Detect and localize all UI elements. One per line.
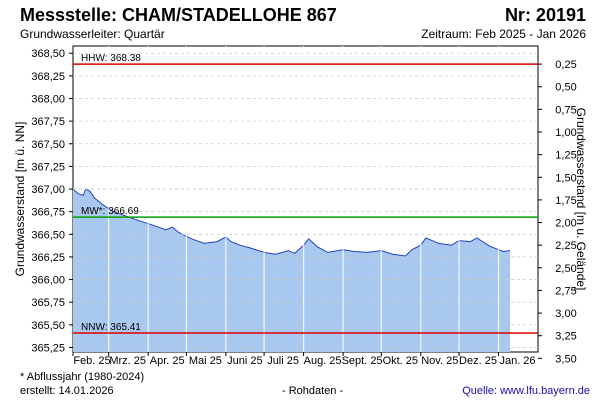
right-tick-label: 3,50 xyxy=(555,353,576,365)
right-tick-label: 3,00 xyxy=(555,308,576,320)
left-tick-label: 368,25 xyxy=(31,71,65,83)
left-tick-label: 366,00 xyxy=(31,275,65,287)
right-tick-label: 0,25 xyxy=(555,59,576,71)
water-level-line xyxy=(72,188,511,257)
month-label: Juni 25 xyxy=(227,355,262,367)
month-label: Nov. 25 xyxy=(421,355,458,367)
footnote-abflussjahr: * Abflussjahr (1980-2024) xyxy=(20,371,145,383)
right-tick-label: 2,50 xyxy=(555,263,576,275)
right-tick-label: 0,50 xyxy=(555,82,576,94)
left-tick-label: 366,25 xyxy=(31,252,65,264)
period-label: Zeitraum: Feb 2025 - Jan 2026 xyxy=(421,27,586,41)
y-axis-label-right: Grundwasserstand [m u. Gelände] xyxy=(574,108,588,291)
month-label: Juli 25 xyxy=(267,355,299,367)
source-link[interactable]: Quelle: www.lfu.bayern.de xyxy=(462,385,590,397)
created-date: erstellt: 14.01.2026 xyxy=(20,385,114,397)
month-label: Dez. 25 xyxy=(459,355,497,367)
month-label: Sept. 25 xyxy=(342,355,383,367)
left-tick-label: 365,50 xyxy=(31,320,65,332)
chart-title: Messstelle: CHAM/STADELLOHE 867 xyxy=(20,5,337,25)
rawdata-label: - Rohdaten - xyxy=(282,385,344,397)
right-tick-label: 3,25 xyxy=(555,331,576,343)
right-tick-label: 1,75 xyxy=(555,195,576,207)
right-tick-label: 2,00 xyxy=(555,218,576,230)
right-tick-label: 0,75 xyxy=(555,104,576,116)
right-tick-label: 1,50 xyxy=(555,172,576,184)
right-tick-label: 1,25 xyxy=(555,150,576,162)
month-label: Okt. 25 xyxy=(383,355,418,367)
right-tick-label: 2,25 xyxy=(555,240,576,252)
left-tick-label: 365,25 xyxy=(31,342,65,354)
left-tick-label: 368,00 xyxy=(31,94,65,106)
month-label: Apr. 25 xyxy=(150,355,185,367)
left-tick-label: 365,75 xyxy=(31,297,65,309)
right-tick-label: 2,75 xyxy=(555,285,576,297)
month-label: Feb. 25 xyxy=(73,355,110,367)
left-tick-label: 368,50 xyxy=(31,48,65,60)
month-label: Aug. 25 xyxy=(304,355,342,367)
ref-label-hhw: HHW: 368.38 xyxy=(81,53,141,64)
station-number: Nr: 20191 xyxy=(504,5,586,25)
left-tick-label: 367,50 xyxy=(31,139,65,151)
month-label: Mai 25 xyxy=(189,355,222,367)
ref-label-mw: MW*: 366.69 xyxy=(81,206,139,217)
month-label: Mrz. 25 xyxy=(109,355,146,367)
left-tick-label: 367,00 xyxy=(31,184,65,196)
left-tick-label: 366,75 xyxy=(31,207,65,219)
y-axis-label-left: Grundwasserstand [m ü. NN] xyxy=(13,122,27,277)
month-label: Jan. 26 xyxy=(499,355,535,367)
left-tick-label: 366,50 xyxy=(31,229,65,241)
ref-label-nnw: NNW: 365.41 xyxy=(81,322,141,333)
water-level-area xyxy=(73,189,510,352)
aquifer-label: Grundwasserleiter: Quartär xyxy=(20,27,165,41)
right-tick-label: 1,00 xyxy=(555,127,576,139)
left-tick-label: 367,25 xyxy=(31,161,65,173)
left-tick-label: 367,75 xyxy=(31,116,65,128)
